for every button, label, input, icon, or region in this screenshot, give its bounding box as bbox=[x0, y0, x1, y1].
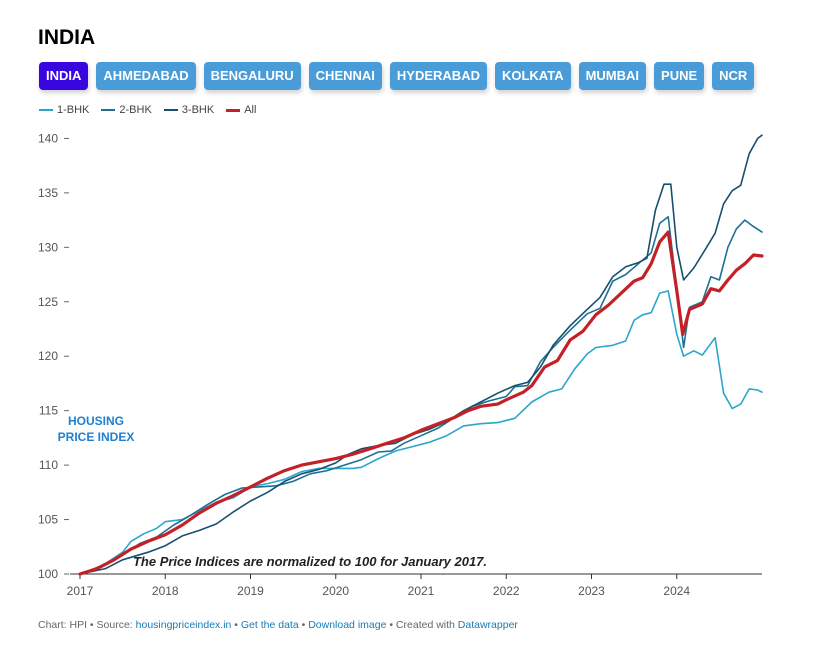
line-chart: 100 105 110 115 120 125 130 135 140 2017 2018 2019 2… bbox=[38, 131, 764, 598]
tab-bengaluru[interactable]: BENGALURU bbox=[203, 62, 301, 90]
y-tick-label: 110 bbox=[39, 458, 58, 472]
housing-price-index-watermark: PRICE INDEX bbox=[58, 430, 135, 444]
chart-legend: 1-BHK 2-BHK 3-BHK All bbox=[39, 104, 268, 116]
x-tick-label: 2022 bbox=[493, 584, 520, 598]
y-tick-label: 100 bbox=[38, 567, 58, 581]
legend-item-all: All bbox=[226, 104, 256, 116]
legend-item-1bhk: 1-BHK bbox=[39, 104, 89, 116]
city-tabs: INDIA AHMEDABAD BENGALURU CHENNAI HYDERA… bbox=[39, 62, 762, 90]
y-tick-label: 120 bbox=[38, 349, 58, 363]
y-tick-label: 130 bbox=[38, 240, 58, 254]
tab-ahmedabad[interactable]: AHMEDABAD bbox=[96, 62, 196, 90]
x-tick-label: 2023 bbox=[578, 584, 605, 598]
y-tick-label: 115 bbox=[39, 404, 58, 418]
legend-label-all: All bbox=[244, 104, 257, 116]
y-tick-label: 135 bbox=[38, 186, 58, 200]
footer-created-with: • Created with bbox=[386, 619, 458, 631]
download-image-link[interactable]: Download image bbox=[308, 619, 387, 631]
tab-chennai[interactable]: CHENNAI bbox=[308, 62, 382, 90]
housing-price-index-watermark: HOUSING bbox=[68, 414, 124, 428]
legend-label-2bhk: 2-BHK bbox=[119, 104, 152, 116]
legend-swatch-2bhk bbox=[101, 109, 116, 111]
footer-separator: • bbox=[231, 619, 241, 631]
page-title: INDIA bbox=[38, 26, 96, 49]
tab-mumbai[interactable]: MUMBAI bbox=[578, 62, 647, 90]
x-tick-label: 2017 bbox=[67, 584, 94, 598]
legend-swatch-1bhk bbox=[39, 109, 53, 111]
legend-swatch-all bbox=[226, 108, 241, 112]
footer-separator: • bbox=[298, 619, 309, 631]
tab-ncr[interactable]: NCR bbox=[712, 62, 755, 90]
y-tick-label: 105 bbox=[38, 513, 58, 527]
footer-credit: Chart: HPI • Source: bbox=[38, 619, 136, 631]
y-tick-label: 125 bbox=[38, 295, 58, 309]
series-line-all bbox=[78, 230, 764, 576]
get-data-link[interactable]: Get the data bbox=[240, 619, 299, 631]
tab-india[interactable]: INDIA bbox=[39, 62, 89, 90]
tab-pune[interactable]: PUNE bbox=[654, 62, 705, 90]
series-line-2-bhk bbox=[79, 216, 763, 575]
legend-swatch-3bhk bbox=[163, 109, 178, 111]
chart-footer: Chart: HPI • Source: housingpriceindex.i… bbox=[38, 619, 518, 631]
y-tick-label: 140 bbox=[38, 131, 58, 145]
normalization-annotation: The Price Indices are normalized to 100 … bbox=[133, 554, 487, 569]
x-tick-label: 2020 bbox=[322, 584, 349, 598]
source-link[interactable]: housingpriceindex.in bbox=[135, 619, 232, 631]
x-tick-label: 2019 bbox=[237, 584, 264, 598]
legend-item-2bhk: 2-BHK bbox=[101, 104, 152, 116]
x-tick-label: 2018 bbox=[152, 584, 179, 598]
legend-label-1bhk: 1-BHK bbox=[57, 104, 90, 116]
tab-kolkata[interactable]: KOLKATA bbox=[494, 62, 571, 90]
legend-item-3bhk: 3-BHK bbox=[163, 104, 215, 116]
x-tick-label: 2021 bbox=[408, 584, 435, 598]
datawrapper-link[interactable]: Datawrapper bbox=[457, 619, 518, 631]
legend-label-3bhk: 3-BHK bbox=[181, 104, 215, 116]
series-line-3-bhk bbox=[79, 134, 763, 575]
tab-hyderabad[interactable]: HYDERABAD bbox=[389, 62, 487, 90]
x-tick-label: 2024 bbox=[663, 584, 690, 598]
